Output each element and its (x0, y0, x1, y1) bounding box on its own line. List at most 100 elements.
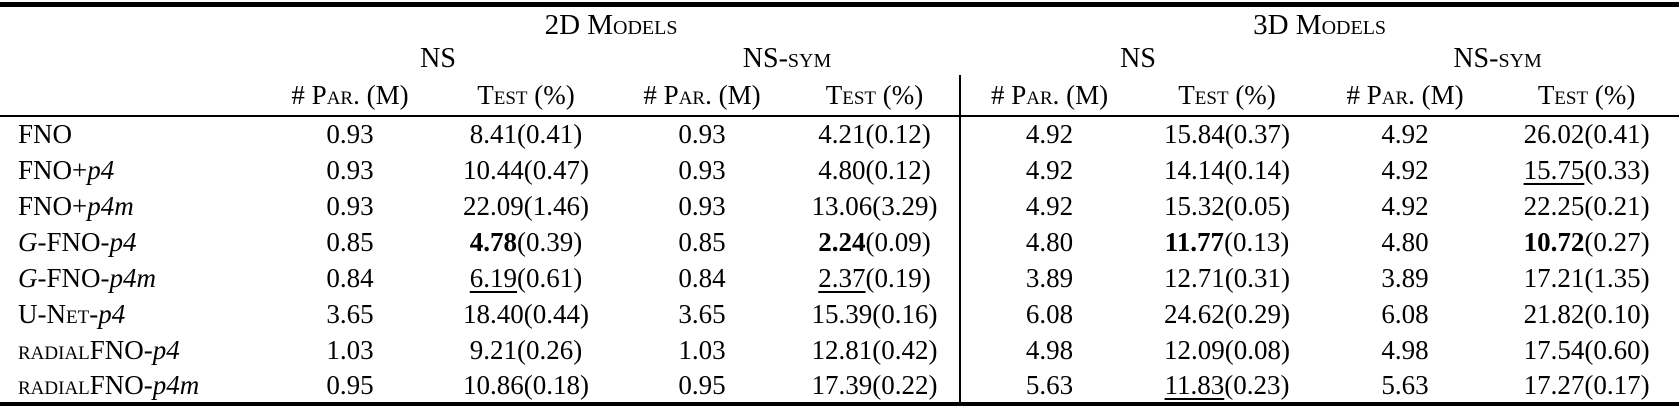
model-name-segment: FNO+ (18, 190, 88, 221)
col-header-test: Test (%) (790, 75, 961, 117)
test-mean: 15.32 (1164, 190, 1225, 221)
model-name-segment: p4 (109, 226, 137, 257)
test-std: (0.42) (872, 334, 938, 365)
test-value: 6.19(0.61) (438, 260, 614, 296)
test-std: (0.41) (1584, 119, 1650, 149)
test-value: 18.40(0.44) (438, 296, 614, 332)
par-value: 4.80 (959, 224, 1139, 260)
test-std: (0.60) (1584, 334, 1650, 365)
par-value: 3.65 (326, 298, 374, 329)
par-value: 1.03 (678, 334, 726, 365)
test-mean: 11.77 (1164, 226, 1225, 257)
par-value: 5.63 (959, 368, 1139, 404)
test-value: 4.80(0.12) (790, 152, 960, 188)
test-std: (0.47) (523, 154, 589, 185)
model-name-segment: p4m (109, 262, 157, 293)
par-value: 4.92 (1381, 154, 1429, 185)
test-value: 9.21(0.26) (438, 332, 614, 368)
par-value: 4.92 (959, 152, 1139, 188)
col-header-test: Test (%) (438, 75, 614, 117)
test-mean: 10.86 (463, 369, 524, 400)
test-value: 14.14(0.14) (1138, 152, 1316, 188)
test-value: 17.21(1.35) (1494, 260, 1679, 296)
test-value: 10.72(0.27) (1494, 224, 1679, 260)
par-value: 3.89 (959, 260, 1139, 296)
test-std: (0.12) (865, 154, 931, 185)
test-mean: 12.81 (811, 334, 873, 365)
model-name: U-Net-p4 (0, 296, 262, 332)
group-header-2d-models: 2D Models (544, 8, 678, 41)
test-mean: 10.72 (1523, 226, 1585, 257)
results-table-body: FNO 0.93 8.41(0.41) 0.93 4.21(0.12) 4.92 15.84… (0, 116, 1679, 404)
par-value: 4.92 (959, 116, 1139, 152)
test-mean: 4.78 (469, 226, 517, 257)
par-value: 3.89 (1381, 262, 1429, 293)
test-value: 26.02(0.41) (1494, 116, 1679, 152)
test-std: (0.39) (517, 226, 583, 257)
table-row: G-FNO-p4 0.85 4.78(0.39) 0.85 2.24(0.09) 4.80… (0, 224, 1679, 260)
test-std: (0.33) (1584, 154, 1650, 185)
par-value: 0.85 (326, 226, 374, 257)
test-std: (0.05) (1224, 190, 1291, 221)
test-std: (0.26) (517, 334, 583, 365)
model-name: radialFNO-p4m (0, 368, 262, 404)
model-name-segment: FNO- (89, 334, 153, 365)
test-std: (0.22) (872, 369, 938, 400)
col-header-test: Test (%) (1494, 75, 1679, 117)
par-value: 4.80 (1381, 226, 1429, 257)
test-value: 24.62(0.29) (1138, 296, 1316, 332)
test-std: (0.41) (517, 119, 583, 149)
par-value: 1.03 (326, 334, 374, 365)
test-value: 11.77(0.13) (1138, 224, 1316, 260)
test-value: 8.41(0.41) (438, 116, 614, 152)
par-value: 0.84 (678, 262, 726, 293)
test-std: (0.18) (523, 369, 589, 400)
test-mean: 17.21 (1523, 262, 1585, 293)
test-std: (0.16) (872, 298, 938, 329)
test-value: 12.81(0.42) (790, 332, 960, 368)
test-mean: 22.25 (1523, 190, 1585, 221)
group-header-row: 2D Models 3D Models (0, 5, 1679, 44)
test-mean: 6.19 (469, 262, 517, 293)
test-mean: 2.37 (818, 262, 866, 293)
table-row: FNO 0.93 8.41(0.41) 0.93 4.21(0.12) 4.92 15.84… (0, 116, 1679, 152)
test-value: 12.71(0.31) (1138, 260, 1316, 296)
model-name-segment: FNO+ (18, 154, 88, 185)
test-mean: 2.24 (818, 226, 866, 257)
model-name-segment: U-Net (18, 298, 90, 329)
empty-corner-cell (0, 5, 262, 44)
table-row: radialFNO-p4 1.03 9.21(0.26) 1.03 12.81(0.42… (0, 332, 1679, 368)
par-value: 4.92 (959, 188, 1139, 224)
col-header-test: Test (%) (1138, 75, 1317, 117)
test-value: 17.27(0.17) (1494, 368, 1679, 404)
test-std: (0.29) (1224, 298, 1291, 329)
dataset-header-3d-ns: NS (1120, 43, 1156, 74)
empty-corner-cell (0, 75, 262, 117)
test-mean: 14.14 (1164, 154, 1225, 185)
test-mean: 4.80 (818, 154, 866, 185)
test-value: 22.25(0.21) (1494, 188, 1679, 224)
test-mean: 17.54 (1523, 334, 1585, 365)
test-value: 4.21(0.12) (790, 116, 960, 152)
dataset-header-row: NS NS-sym NS NS-sym (0, 43, 1679, 75)
results-table: 2D Models 3D Models NS NS-sym NS NS-sym … (0, 2, 1679, 406)
par-value: 4.98 (1381, 334, 1429, 365)
test-value: 10.86(0.18) (438, 368, 614, 404)
test-std: (0.13) (1224, 226, 1290, 257)
metric-header-row: # Par. (M) Test (%) # Par. (M) Test (%) … (0, 75, 1679, 117)
model-name: FNO+p4m (0, 188, 262, 224)
test-value: 21.82(0.10) (1494, 296, 1679, 332)
par-value: 0.95 (678, 369, 726, 400)
group-header-3d-models: 3D Models (1253, 8, 1387, 41)
test-value: 17.39(0.22) (790, 368, 960, 404)
test-std: (3.29) (872, 190, 938, 221)
test-mean: 4.21 (818, 119, 866, 149)
test-std: (0.14) (1224, 154, 1291, 185)
par-value: 6.08 (1381, 298, 1429, 329)
dataset-header-2d-ns: NS (420, 43, 456, 74)
model-name: FNO (0, 116, 262, 152)
test-std: (0.61) (517, 262, 583, 293)
model-name-segment: radial (18, 369, 90, 400)
col-header-par: # Par. (M) (1316, 75, 1495, 117)
test-value: 22.09(1.46) (438, 188, 614, 224)
